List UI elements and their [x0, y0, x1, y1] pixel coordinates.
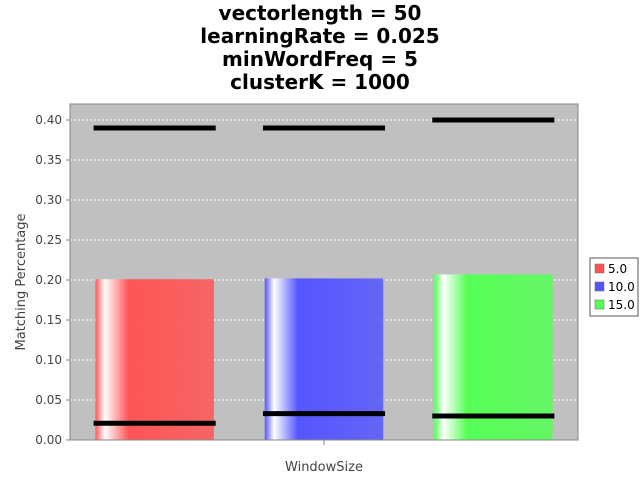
x-axis-label: WindowSize [285, 460, 363, 475]
legend-label-5.0: 5.0 [608, 262, 627, 276]
y-tick-label: 0.40 [35, 113, 62, 127]
y-tick-label: 0.25 [35, 233, 62, 247]
legend: 5.0 10.0 15.0 [589, 257, 639, 317]
y-tick-label: 0.05 [35, 393, 62, 407]
legend-swatch-5.0 [594, 263, 605, 274]
y-axis-label: Matching Percentage [14, 213, 29, 350]
bar-5.0 [95, 279, 214, 440]
y-axis-ticks: 0.00 0.05 0.10 0.15 0.20 0.25 0.30 0.35 0.40 [35, 113, 70, 447]
y-tick-label: 0.20 [35, 273, 62, 287]
y-tick-label: 0.35 [35, 153, 62, 167]
y-tick-label: 0.30 [35, 193, 62, 207]
bar-15.0 [434, 274, 553, 440]
chart-title-line-1: vectorlength = 50 [219, 1, 422, 25]
legend-swatch-15.0 [594, 299, 605, 310]
range-lines [93, 117, 555, 426]
chart-title-line-4: clusterK = 1000 [230, 70, 410, 94]
legend-swatch-10.0 [594, 281, 605, 292]
y-tick-label: 0.15 [35, 313, 62, 327]
legend-label-15.0: 15.0 [608, 298, 635, 312]
chart-title-line-3: minWordFreq = 5 [222, 47, 418, 71]
y-tick-label: 0.10 [35, 353, 62, 367]
chart-title-line-2: learningRate = 0.025 [200, 24, 439, 48]
legend-label-10.0: 10.0 [608, 280, 635, 294]
y-tick-label: 0.00 [35, 433, 62, 447]
